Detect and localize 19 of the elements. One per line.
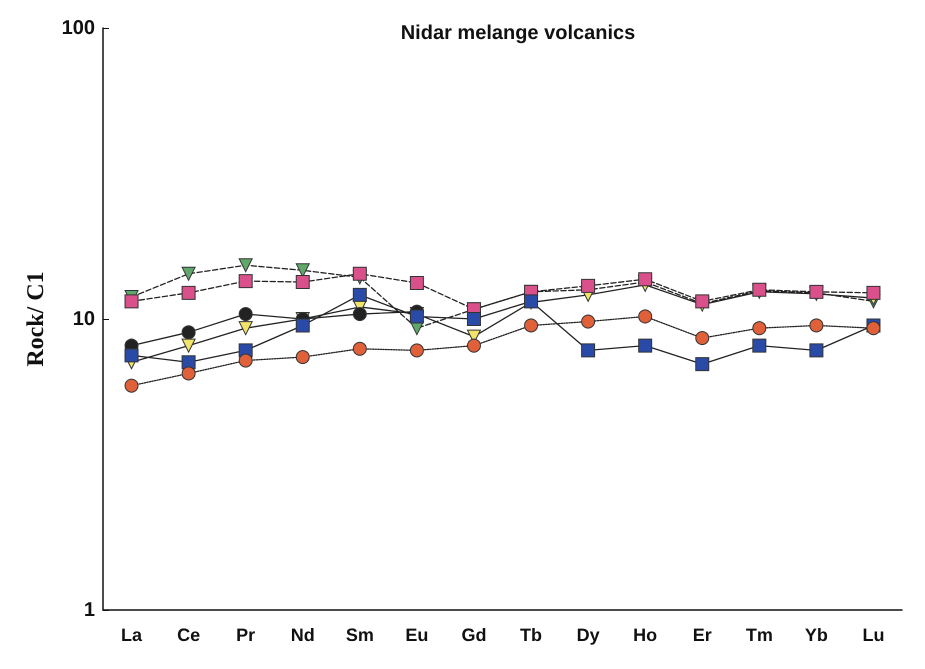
y-tick-label: 1 bbox=[84, 599, 95, 621]
y-axis-title: Rock/ C1 bbox=[23, 271, 49, 367]
x-tick-label: Lu bbox=[862, 625, 884, 645]
x-tick-label: Nd bbox=[290, 625, 315, 645]
x-tick-label: Tm bbox=[746, 625, 773, 645]
y-tick-label: 10 bbox=[72, 308, 95, 330]
x-tick-label: Gd bbox=[461, 625, 486, 645]
x-tick-label: Sm bbox=[346, 625, 374, 645]
x-tick-label: Yb bbox=[804, 625, 828, 645]
x-tick-label: Pr bbox=[236, 625, 256, 645]
x-tick-label: Eu bbox=[405, 625, 428, 645]
x-tick-label: Tb bbox=[520, 625, 542, 645]
x-tick-label: Ce bbox=[177, 625, 200, 645]
y-tick-label: 100 bbox=[62, 17, 95, 39]
chart-title: Nidar melange volcanics bbox=[400, 22, 636, 44]
x-tick-label: La bbox=[121, 625, 144, 645]
x-tick-label: Dy bbox=[576, 625, 600, 645]
x-tick-label: Ho bbox=[633, 625, 658, 645]
x-tick-label: Er bbox=[692, 625, 712, 645]
